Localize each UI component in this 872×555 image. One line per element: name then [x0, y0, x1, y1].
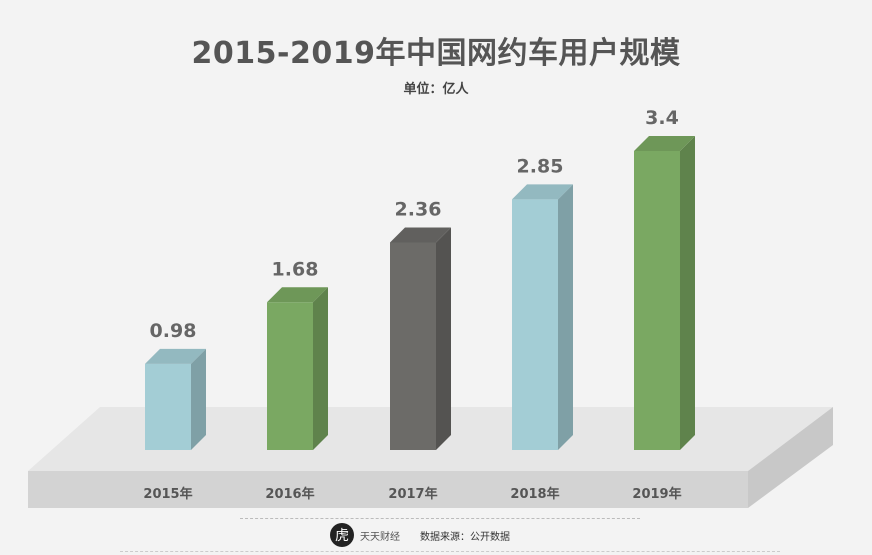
bar: [390, 242, 436, 450]
bar-top: [390, 227, 451, 243]
bar-side: [313, 287, 328, 450]
data-label: 1.68: [272, 258, 319, 280]
brand-name: 天天财经: [360, 531, 400, 543]
bar-side: [558, 184, 573, 450]
bottom-divider: [120, 551, 780, 552]
bar: [145, 363, 191, 450]
footer-divider: [240, 518, 640, 519]
x-tick-label: 2019年: [632, 486, 681, 502]
x-tick-label: 2018年: [510, 486, 559, 502]
data-label: 2.85: [517, 155, 564, 177]
x-tick-label: 2017年: [388, 486, 437, 502]
footer: 虎 天天财经 数据来源：公开数据: [330, 522, 510, 548]
data-label: 3.4: [645, 107, 679, 129]
x-tick-label: 2016年: [265, 486, 314, 502]
x-tick-label: 2015年: [143, 486, 192, 502]
bar-side: [191, 348, 206, 450]
data-label: 2.36: [395, 198, 442, 220]
floor-side: [748, 407, 833, 508]
brand-logo: 虎: [330, 523, 354, 547]
unit-label: 单位：亿人: [403, 82, 469, 97]
bar-side: [680, 136, 695, 450]
bar-top: [512, 184, 573, 200]
bar-side: [436, 227, 451, 450]
data-source: 数据来源：公开数据: [420, 531, 510, 543]
floor-front: [28, 471, 748, 508]
bar-top: [267, 287, 328, 303]
bar: [267, 302, 313, 450]
bar: [634, 151, 680, 450]
chart-title: 2015-2019年中国网约车用户规模: [191, 36, 681, 71]
bar-top: [145, 348, 206, 364]
bar: [512, 199, 558, 450]
data-label: 0.98: [150, 320, 197, 342]
bar-top: [634, 136, 695, 151]
